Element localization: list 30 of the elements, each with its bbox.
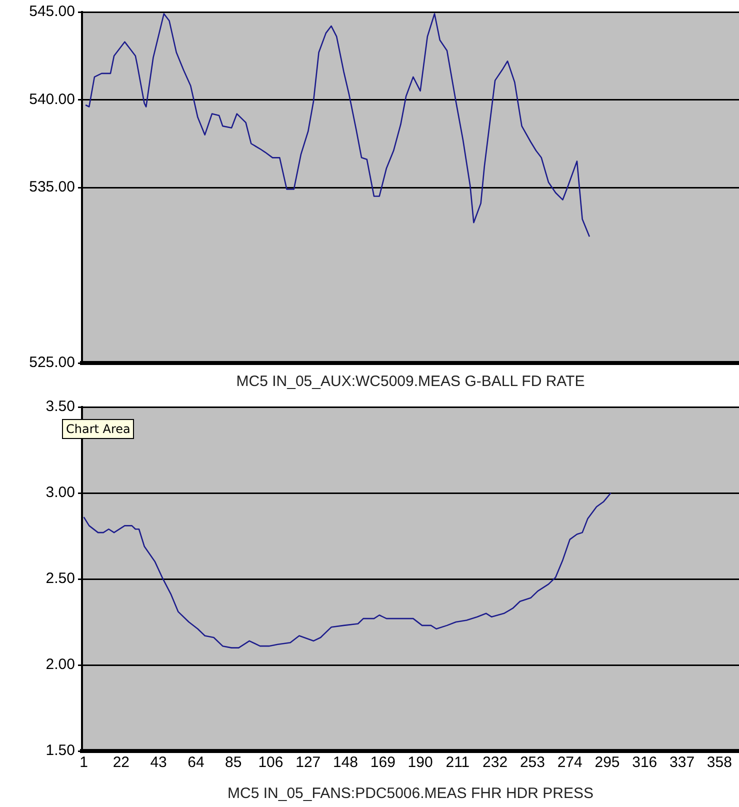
annotation: Chart Area [62,419,134,439]
x-tick-label: 106 [258,754,284,772]
x-tick-label: 22 [112,754,130,772]
x-axis-title: MC5 IN_05_FANS:PDC5006.MEAS FHR HDR PRESS [228,785,594,802]
y-tick-label: 3.00 [46,484,75,502]
x-tick-label: 232 [482,754,508,772]
x-tick-label: 358 [706,754,732,772]
y-tick-label: 2.00 [46,656,75,674]
y-tick-label: 2.50 [46,570,75,588]
y-tick-label: 1.50 [46,742,75,760]
x-tick-label: 211 [446,754,470,772]
y-tick-label: 540.00 [29,90,75,108]
y-tick-label: 535.00 [29,178,75,196]
x-tick-label: 316 [632,754,658,772]
y-tick-label: 525.00 [29,354,75,372]
x-tick-label: 274 [557,754,582,772]
x-tick-label: 295 [594,754,620,772]
x-axis-title: MC5 IN_05_AUX:WC5009.MEAS G-BALL FD RATE [236,373,585,390]
x-tick-label: 190 [408,754,433,772]
x-tick-label: 127 [296,754,321,772]
x-tick-label: 43 [150,754,167,772]
x-tick-label: 253 [520,754,545,772]
x-tick-label: 169 [370,754,396,772]
x-tick-label: 64 [188,754,204,772]
x-tick-label: 148 [332,754,358,772]
x-tick-label: 337 [670,754,695,772]
y-tick-label: 545.00 [29,3,75,20]
x-tick-label: 1 [80,754,88,772]
x-tick-label: 85 [225,754,242,772]
y-tick-label: 3.50 [46,398,75,416]
